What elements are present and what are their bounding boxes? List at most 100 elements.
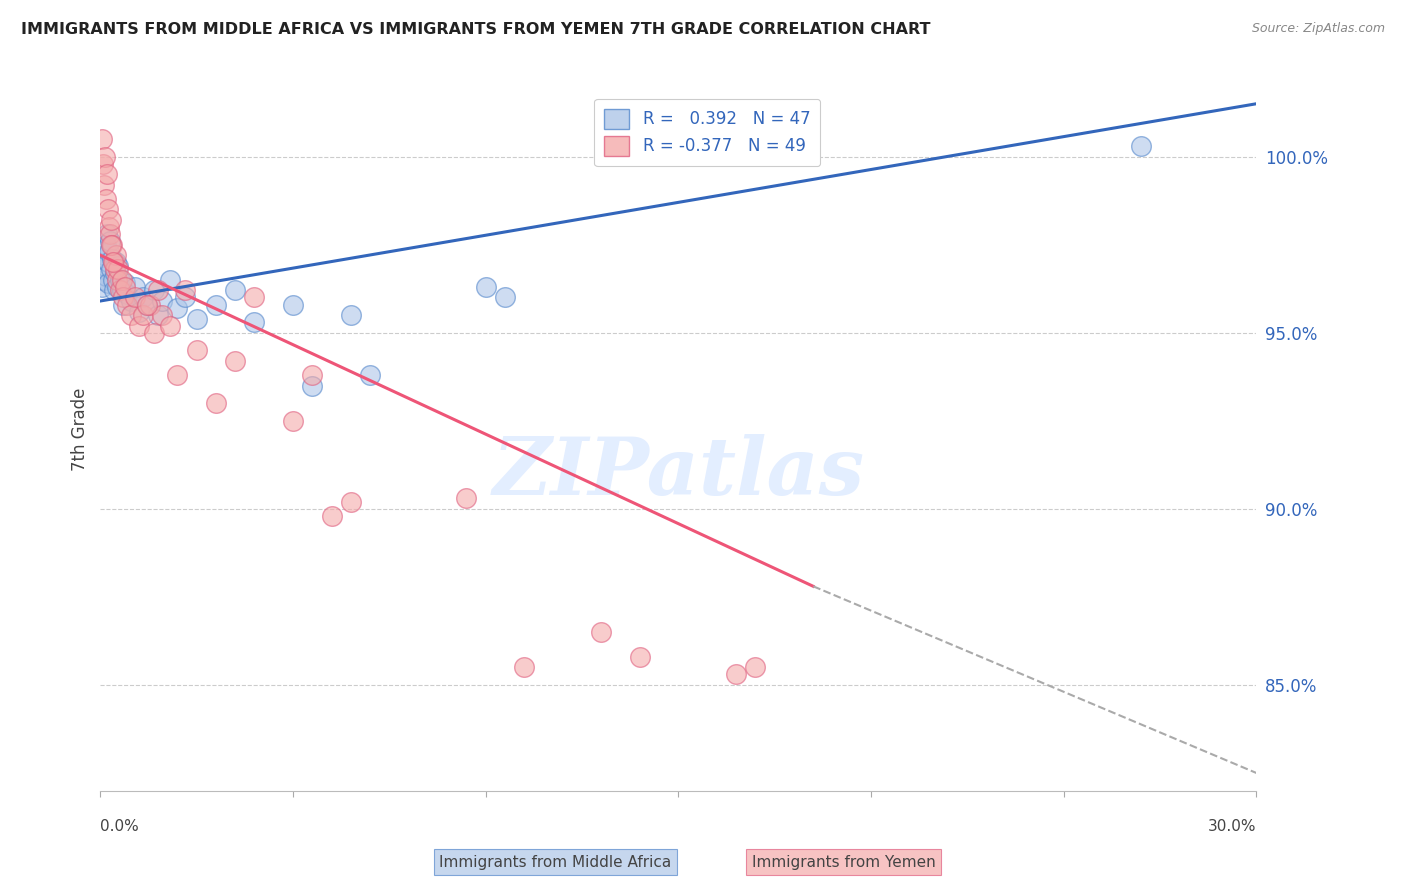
Point [100,237,122,252]
Point [243,290,266,304]
Point [186,311,208,326]
Point [104,248,127,262]
Point [494,290,516,304]
Text: 0.0%: 0.0% [100,819,139,834]
Point [174,284,197,298]
Point [96,167,118,181]
Point [243,315,266,329]
Point [359,368,381,382]
Point [94,150,117,164]
Point [104,255,127,269]
Point [224,354,246,368]
Point [174,290,197,304]
Point [744,660,766,674]
Point [146,284,169,298]
Point [97,255,120,269]
Point [114,280,136,294]
Point [224,284,246,298]
Point [159,273,181,287]
Point [117,287,139,301]
Point [124,280,146,294]
Point [120,293,142,308]
Point [301,368,323,382]
Point [143,284,166,298]
Point [112,297,135,311]
Point [135,297,157,311]
Point [143,326,166,340]
Point [94,237,117,252]
Point [105,280,128,294]
Point [725,667,748,681]
Point [98,234,121,248]
Point [117,297,139,311]
Point [146,308,169,322]
Point [110,273,132,287]
Point [107,262,129,277]
Point [110,284,132,298]
Text: 30.0%: 30.0% [1208,819,1257,834]
Point [97,244,120,259]
Point [96,227,118,241]
Y-axis label: 7th Grade: 7th Grade [72,388,89,471]
Point [124,290,146,304]
Point [205,396,228,410]
Point [205,297,228,311]
Point [135,297,157,311]
Point [1129,139,1152,153]
Point [474,280,496,294]
Point [139,297,162,311]
Point [340,495,363,509]
Point [103,284,125,298]
Point [105,273,128,287]
Point [132,290,155,304]
Point [93,156,115,170]
Point [94,269,117,284]
Text: Immigrants from Middle Africa: Immigrants from Middle Africa [439,855,672,870]
Point [281,297,304,311]
Text: Immigrants from Yemen: Immigrants from Yemen [752,855,935,870]
Point [100,262,122,277]
Point [166,368,188,382]
Point [103,255,125,269]
Point [340,308,363,322]
Point [93,262,115,277]
Point [628,649,651,664]
Point [159,318,181,333]
Point [100,213,122,227]
Point [321,508,343,523]
Point [108,284,131,298]
Legend: R =   0.392   N = 47, R = -0.377   N = 49: R = 0.392 N = 47, R = -0.377 N = 49 [595,98,820,166]
Point [101,252,124,266]
Point [97,277,120,291]
Point [166,301,188,315]
Point [108,273,131,287]
Point [513,660,536,674]
Point [91,280,114,294]
Point [281,414,304,428]
Point [128,304,150,318]
Point [114,277,136,291]
Text: ZIPatlas: ZIPatlas [492,434,865,512]
Point [93,178,115,192]
Point [98,227,121,241]
Point [301,378,323,392]
Point [591,625,613,640]
Point [128,318,150,333]
Point [104,262,127,277]
Point [104,266,127,280]
Point [101,273,124,287]
Point [101,255,124,269]
Point [186,343,208,358]
Point [120,308,142,322]
Point [112,290,135,304]
Point [150,293,173,308]
Point [132,308,155,322]
Text: Source: ZipAtlas.com: Source: ZipAtlas.com [1251,22,1385,36]
Point [94,259,117,273]
Point [93,273,115,287]
Point [97,202,120,217]
Point [94,192,117,206]
Text: IMMIGRANTS FROM MIDDLE AFRICA VS IMMIGRANTS FROM YEMEN 7TH GRADE CORRELATION CHA: IMMIGRANTS FROM MIDDLE AFRICA VS IMMIGRA… [21,22,931,37]
Point [91,132,114,146]
Point [456,491,478,506]
